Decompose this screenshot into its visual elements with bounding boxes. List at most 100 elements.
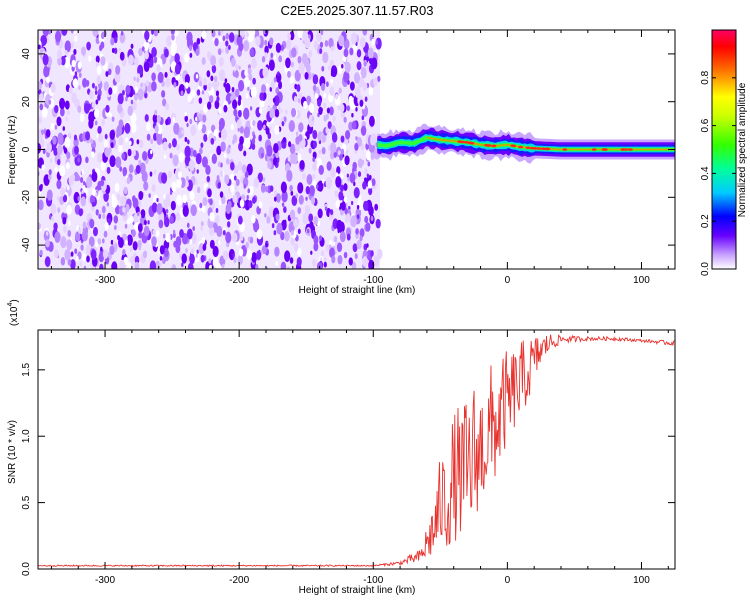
- noise-blob: [246, 249, 253, 260]
- noise-blob: [272, 97, 276, 103]
- noise-blob: [154, 109, 158, 116]
- noise-blob: [38, 116, 42, 124]
- noise-blob: [150, 138, 154, 145]
- noise-blob: [290, 229, 294, 236]
- noise-blob: [225, 92, 233, 105]
- noise-blob: [222, 250, 229, 260]
- noise-blob: [357, 158, 363, 169]
- noise-blob: [126, 261, 132, 269]
- noise-blob: [172, 116, 176, 123]
- noise-blob: [184, 145, 191, 158]
- noise-blob: [138, 190, 144, 201]
- noise-blob: [201, 30, 207, 40]
- noise-blob: [367, 180, 373, 189]
- noise-blob: [355, 107, 358, 112]
- noise-blob: [201, 236, 206, 244]
- noise-blob: [335, 93, 339, 100]
- noise-blob: [112, 85, 118, 95]
- noise-blob: [233, 175, 237, 181]
- noise-blob: [46, 142, 52, 154]
- noise-blob: [364, 168, 368, 175]
- noise-blob: [217, 48, 222, 56]
- noise-blob: [62, 126, 66, 131]
- noise-blob: [296, 153, 302, 162]
- noise-blob: [82, 77, 88, 88]
- noise-blob: [181, 129, 184, 135]
- noise-blob: [243, 40, 250, 52]
- noise-blob: [195, 74, 199, 79]
- noise-blob: [185, 180, 189, 188]
- noise-blob: [42, 53, 49, 66]
- noise-blob: [269, 126, 272, 131]
- noise-blob: [363, 243, 368, 251]
- noise-blob: [333, 151, 337, 158]
- noise-blob: [80, 196, 87, 207]
- noise-blob: [287, 70, 291, 78]
- noise-blob: [328, 37, 334, 48]
- noise-blob: [301, 172, 306, 180]
- noise-blob: [311, 258, 317, 267]
- noise-blob: [111, 47, 115, 54]
- noise-blob: [304, 37, 311, 49]
- noise-blob: [39, 103, 44, 111]
- noise-blob: [365, 150, 372, 161]
- noise-blob: [349, 172, 356, 184]
- noise-blob: [68, 175, 74, 186]
- noise-blob: [151, 184, 156, 193]
- noise-blob: [77, 157, 81, 163]
- noise-blob: [178, 152, 185, 163]
- noise-blob: [65, 161, 70, 170]
- noise-blob: [170, 200, 176, 211]
- noise-blob: [81, 189, 84, 195]
- noise-blob: [211, 153, 217, 164]
- noise-blob: [54, 124, 58, 130]
- noise-blob: [86, 41, 91, 51]
- noise-blob: [212, 245, 219, 258]
- noise-blob: [44, 256, 51, 268]
- noise-blob: [264, 39, 268, 46]
- noise-blob: [153, 169, 157, 175]
- noise-blob: [169, 190, 173, 195]
- noise-blob: [68, 220, 71, 226]
- noise-blob: [317, 208, 323, 219]
- noise-blob: [195, 153, 202, 165]
- noise-blob: [243, 126, 250, 139]
- noise-blob: [296, 257, 302, 267]
- noise-blob: [225, 82, 231, 94]
- heatmap-ytick-label: 20: [21, 96, 32, 108]
- noise-blob: [38, 131, 42, 139]
- noise-blob: [232, 253, 235, 258]
- noise-blob: [226, 146, 231, 155]
- noise-blob: [281, 202, 285, 207]
- noise-blob: [245, 241, 249, 249]
- noise-blob: [56, 195, 60, 201]
- noise-blob: [276, 222, 283, 235]
- noise-blob: [95, 55, 100, 64]
- noise-blob: [303, 100, 308, 109]
- noise-blob: [368, 259, 375, 269]
- noise-blob: [131, 229, 136, 237]
- noise-blob: [353, 187, 360, 199]
- noise-blob: [289, 209, 296, 220]
- noise-blob: [125, 84, 131, 95]
- noise-blob: [208, 264, 213, 269]
- noise-blob: [315, 184, 319, 190]
- noise-blob: [144, 51, 149, 60]
- noise-blob: [174, 53, 180, 64]
- signal-green: [377, 136, 675, 152]
- noise-blob: [350, 215, 357, 228]
- noise-blob: [136, 139, 140, 145]
- noise-blob: [329, 247, 335, 259]
- noise-blob: [252, 77, 256, 85]
- noise-blob: [187, 139, 190, 145]
- noise-blob: [39, 249, 43, 256]
- noise-blob: [262, 30, 267, 35]
- noise-blob: [307, 71, 312, 81]
- noise-blob: [209, 239, 215, 249]
- noise-blob: [324, 206, 328, 211]
- noise-blob: [95, 209, 99, 216]
- noise-blob: [263, 124, 266, 130]
- noise-blob: [323, 102, 327, 109]
- noise-blob: [349, 47, 354, 56]
